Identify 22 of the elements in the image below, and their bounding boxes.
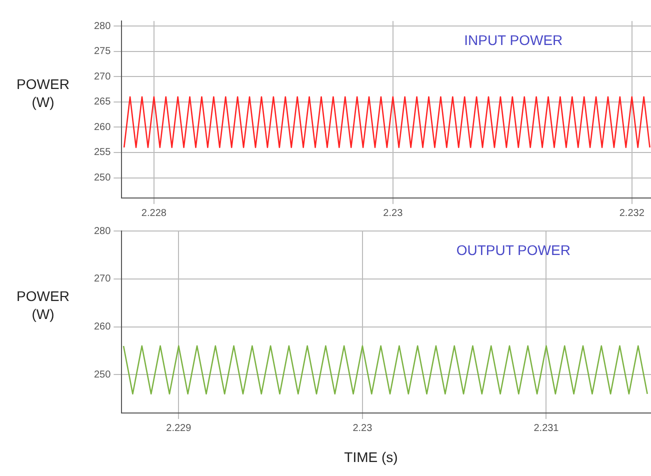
- x-tick-label: 2.23: [352, 422, 373, 434]
- y-tick-label: 270: [94, 274, 112, 285]
- y-tick-label: 250: [94, 369, 112, 380]
- x-tick-label: 2.232: [619, 208, 645, 219]
- y-tick-label: 275: [94, 46, 112, 58]
- x-tick-label: 2.231: [534, 422, 560, 434]
- y-axis-title: POWER (W): [16, 75, 70, 111]
- y-tick-label: 270: [94, 71, 112, 82]
- text: INPUT POWER: [464, 32, 563, 48]
- y-tick-label: 260: [94, 122, 112, 133]
- y-axis-title: POWER (W): [16, 286, 70, 322]
- x-tick-label: 2.23: [383, 208, 404, 219]
- y-tick-label: 255: [94, 147, 112, 158]
- x-tick-label: 2.229: [166, 422, 192, 434]
- y-tick-label: 260: [94, 322, 112, 333]
- y-tick-label: 280: [94, 226, 112, 237]
- y-tick-label: 265: [94, 96, 112, 108]
- x-axis-title: TIME (s): [343, 449, 399, 465]
- y-tick-label: 280: [94, 20, 112, 32]
- x-tick-label: 2.228: [141, 208, 167, 219]
- text: OUTPUT POWER: [456, 242, 570, 258]
- y-tick-label: 250: [94, 172, 112, 184]
